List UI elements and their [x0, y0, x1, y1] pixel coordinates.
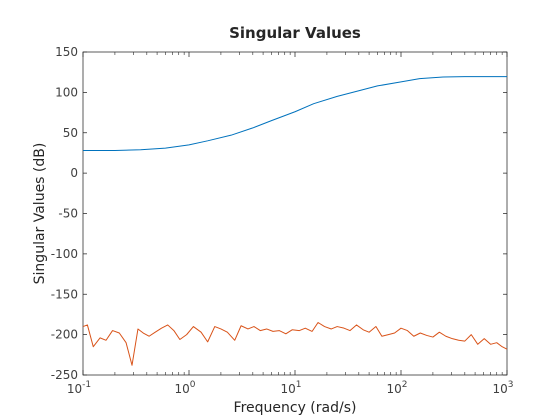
y-tick-label: -200: [51, 328, 78, 342]
x-tick-exponent: 2: [402, 380, 408, 390]
x-tick-label: 102: [386, 380, 407, 396]
chart-title: Singular Values: [229, 24, 361, 42]
x-tick-label: 10-1: [67, 380, 91, 396]
x-tick-label: 100: [174, 380, 195, 396]
y-tick-label: -100: [51, 247, 78, 261]
y-tick-label: -150: [51, 287, 78, 301]
y-tick-label: 100: [55, 85, 78, 99]
x-tick-base: 10: [492, 382, 507, 396]
x-tick-label: 101: [280, 380, 301, 396]
x-tick-label: 103: [492, 380, 513, 396]
y-axis-label: Singular Values (dB): [32, 143, 48, 285]
y-tick-label: -250: [51, 368, 78, 382]
series-line-1: [83, 76, 507, 152]
series-layer: [82, 76, 508, 366]
x-tick-base: 10: [386, 382, 401, 396]
x-tick-exponent: 1: [296, 380, 302, 390]
x-tick-base: 10: [67, 382, 82, 396]
y-tick-label: 50: [63, 126, 78, 140]
y-tick-label: 150: [55, 45, 78, 59]
x-tick-base: 10: [174, 382, 189, 396]
x-tick-exponent: 3: [508, 380, 514, 390]
x-tick-exponent: -1: [82, 380, 91, 390]
y-axis-ticks: 150 100 50 0 -50 -100 -150 -200 -250: [51, 45, 507, 382]
x-axis-ticks: 10-1 100 101 102 103: [67, 52, 514, 396]
y-tick-label: 0: [70, 166, 78, 180]
axes-box: [82, 51, 508, 376]
x-tick-exponent: 0: [190, 380, 196, 390]
series-line-2: [82, 322, 508, 366]
x-tick-base: 10: [280, 382, 295, 396]
y-tick-label: -50: [58, 207, 78, 221]
x-axis-label: Frequency (rad/s): [234, 400, 357, 416]
plot-area: [82, 51, 508, 376]
